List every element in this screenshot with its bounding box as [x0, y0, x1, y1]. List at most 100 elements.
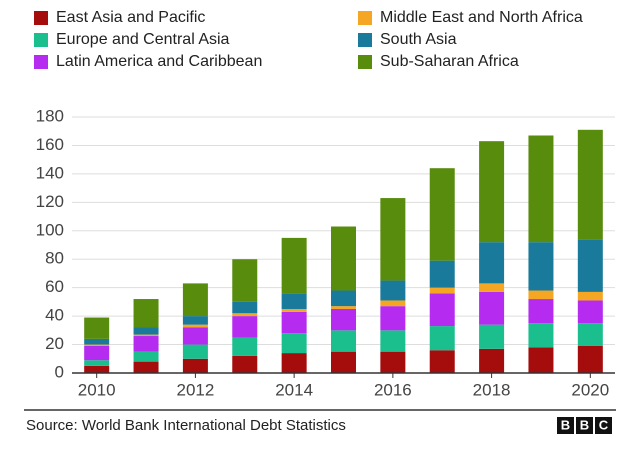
x-tick-label: 2018	[473, 380, 511, 399]
y-tick-label: 60	[45, 277, 64, 296]
bar-segment	[429, 326, 455, 351]
bar-segment	[380, 198, 406, 281]
bar-segment	[182, 344, 208, 359]
bar-segment	[133, 351, 159, 362]
legend-swatch	[34, 55, 48, 69]
bar-segment	[479, 324, 505, 349]
bar-segment	[232, 316, 258, 338]
bar-segment	[528, 242, 554, 291]
y-tick-label: 100	[36, 220, 64, 239]
bar-segment	[133, 299, 159, 328]
bar-segment	[577, 291, 603, 301]
bar-segment	[331, 309, 356, 331]
bar-segment	[429, 293, 455, 327]
bar-segment	[429, 260, 455, 288]
legend-label: Latin America and Caribbean	[56, 53, 262, 70]
y-tick-label: 140	[36, 163, 64, 182]
y-tick-label: 40	[45, 306, 64, 325]
logo-letter: B	[580, 417, 589, 432]
bar-segment	[182, 358, 208, 373]
bar-segment	[577, 129, 603, 240]
legend-label: Middle East and North Africa	[380, 9, 583, 26]
bar-segment	[577, 345, 603, 373]
bar-segment	[84, 317, 110, 339]
legend-swatch	[34, 11, 48, 25]
bar-segment	[479, 283, 505, 292]
bar-segment	[429, 168, 455, 261]
bar-segment	[133, 334, 159, 337]
bar-segment	[380, 351, 406, 373]
bar-segment	[133, 336, 159, 352]
bar-segment	[479, 242, 505, 284]
bar-segment	[479, 348, 505, 373]
legend-label: South Asia	[380, 31, 457, 48]
bar-segment	[182, 327, 208, 345]
bar-segment	[281, 353, 307, 373]
bar-segment	[577, 323, 603, 346]
bar-segment	[84, 345, 110, 361]
bar-segment	[182, 283, 208, 317]
bar-segment	[331, 330, 356, 352]
bar-segment	[232, 337, 258, 356]
logo-letter: B	[561, 417, 570, 432]
bar-segment	[281, 237, 307, 294]
bar-segment	[84, 365, 110, 373]
bar-segment	[331, 306, 356, 309]
y-tick-label: 180	[36, 106, 64, 125]
x-tick-label: 2020	[571, 380, 609, 399]
bar-segment	[528, 299, 554, 324]
legend-swatch	[358, 33, 372, 47]
bar-segment	[84, 338, 110, 345]
bar-segment	[479, 291, 505, 325]
bar-segment	[281, 333, 307, 354]
source: Source: World Bank International Debt St…	[26, 417, 346, 434]
bar-segment	[528, 347, 554, 373]
legend-label: Sub-Saharan Africa	[380, 53, 519, 70]
x-tick-label: 2016	[374, 380, 412, 399]
bar-segment	[182, 316, 208, 325]
y-tick-label: 0	[55, 362, 64, 381]
y-tick-label: 20	[45, 334, 64, 353]
bar-segment	[281, 309, 307, 312]
x-tick-label: 2012	[176, 380, 214, 399]
legend-swatch	[34, 33, 48, 47]
legend-swatch	[358, 11, 372, 25]
bar-segment	[380, 330, 406, 352]
bar-segment	[232, 301, 258, 314]
bar-segment	[577, 300, 603, 324]
bar-segment	[232, 313, 258, 317]
legend-label: Europe and Central Asia	[56, 31, 230, 48]
bar-segment	[331, 351, 356, 373]
bar-segment	[528, 290, 554, 300]
y-tick-label: 80	[45, 249, 64, 268]
bar-segment	[84, 344, 110, 346]
bar-segment	[479, 141, 505, 243]
bar-segment	[281, 311, 307, 334]
logo-box	[576, 417, 593, 434]
bar-segment	[232, 259, 258, 302]
bar-segment	[182, 324, 208, 328]
bar-segment	[331, 290, 356, 307]
legend-label: East Asia and Pacific	[56, 9, 205, 26]
legend-swatch	[358, 55, 372, 69]
bar-segment	[84, 360, 110, 366]
bar-segment	[528, 135, 554, 243]
bar-segment	[281, 293, 307, 309]
bar-segment	[331, 226, 356, 291]
logo-letter: C	[599, 417, 609, 432]
bar-segment	[380, 280, 406, 301]
y-tick-label: 120	[36, 192, 64, 211]
bar-segment	[429, 287, 455, 294]
bar-segment	[380, 300, 406, 307]
x-tick-label: 2010	[78, 380, 116, 399]
bar-segment	[133, 361, 159, 373]
bar-segment	[232, 355, 258, 373]
logo-box	[557, 417, 574, 434]
bar-segment	[577, 239, 603, 292]
logo-box	[595, 417, 612, 434]
y-tick-label: 160	[36, 135, 64, 154]
x-tick-label: 2014	[275, 380, 313, 399]
bar-segment	[429, 350, 455, 373]
bar-segment	[133, 327, 159, 335]
